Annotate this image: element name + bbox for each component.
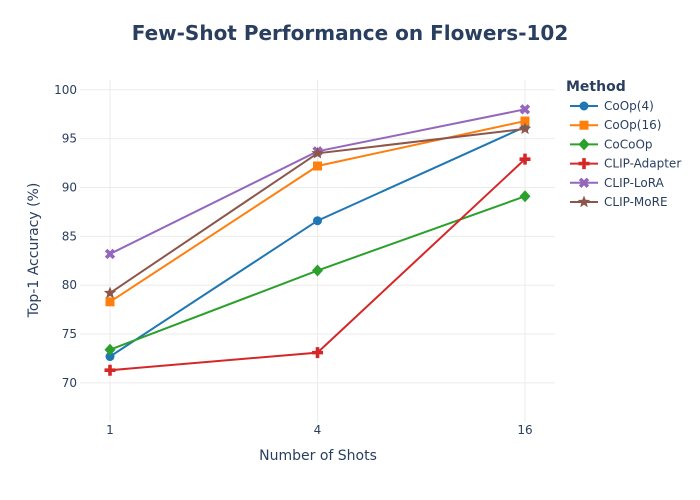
legend-label: CLIP-LoRA <box>604 176 665 190</box>
x-tick-label: 1 <box>106 423 114 437</box>
legend-marker <box>578 177 590 188</box>
data-point-marker <box>312 264 323 277</box>
legend-item[interactable]: CLIP-LoRA <box>570 175 665 191</box>
data-point-marker <box>519 153 531 165</box>
chart-title: Few-Shot Performance on Flowers-102 <box>132 21 569 45</box>
y-tick-label: 85 <box>62 229 77 243</box>
legend-title: Method <box>566 79 626 95</box>
x-tick-label: 4 <box>314 423 322 437</box>
x-axis-title: Number of Shots <box>259 448 377 464</box>
legend-item[interactable]: CLIP-MoRE <box>570 195 668 209</box>
legend-item[interactable]: CoOp(16) <box>570 118 661 132</box>
y-tick-label: 100 <box>54 83 77 97</box>
data-point-marker <box>520 116 530 126</box>
data-point-marker <box>104 343 116 356</box>
series-coop-4- <box>105 122 530 362</box>
legend-marker <box>578 138 590 151</box>
y-tick-label: 95 <box>62 132 77 146</box>
series-clip-adapter <box>104 153 531 376</box>
data-point-marker <box>105 352 115 362</box>
y-tick-label: 75 <box>62 327 77 341</box>
series-cocoop <box>104 190 531 356</box>
legend-marker <box>578 158 590 170</box>
legend-marker <box>579 120 589 130</box>
x-tick-label: 16 <box>517 423 532 437</box>
legend-label: CoOp(4) <box>604 99 654 113</box>
series-lines <box>103 104 532 376</box>
legend-label: CLIP-MoRE <box>604 195 668 209</box>
y-tick-label: 70 <box>62 376 77 390</box>
data-point-marker <box>313 161 322 171</box>
legend: Method CoOp(4) CoOp(16) CoCoOp CLIP-Adapter… <box>566 79 681 209</box>
data-point-marker <box>103 286 117 299</box>
legend-marker <box>577 195 591 208</box>
data-point-marker <box>518 122 532 135</box>
legend-item[interactable]: CoCoOp <box>570 137 653 151</box>
data-point-marker <box>311 146 324 159</box>
legend-item[interactable]: CLIP-Adapter <box>570 157 681 171</box>
legend-label: CoCoOp <box>604 137 653 151</box>
gridlines <box>80 80 555 422</box>
y-tick-label: 80 <box>62 278 77 292</box>
data-point-marker <box>313 216 322 226</box>
y-tick-label: 90 <box>62 180 77 194</box>
data-point-marker <box>105 297 115 307</box>
series-clip-more <box>103 122 532 299</box>
data-point-marker <box>104 248 116 260</box>
x-axis-ticks: 1 4 16 <box>106 423 532 437</box>
y-axis-ticks: 70 75 80 85 90 95 100 <box>54 83 77 390</box>
legend-item[interactable]: CoOp(4) <box>570 99 654 113</box>
data-point-marker <box>519 190 531 203</box>
data-point-marker <box>519 104 531 115</box>
legend-label: CLIP-Adapter <box>604 157 681 171</box>
y-axis-title: Top-1 Accuracy (%) <box>26 183 42 319</box>
legend-label: CoOp(16) <box>604 118 661 132</box>
data-point-marker <box>312 347 323 359</box>
data-point-marker <box>104 364 116 376</box>
legend-marker <box>579 101 589 111</box>
